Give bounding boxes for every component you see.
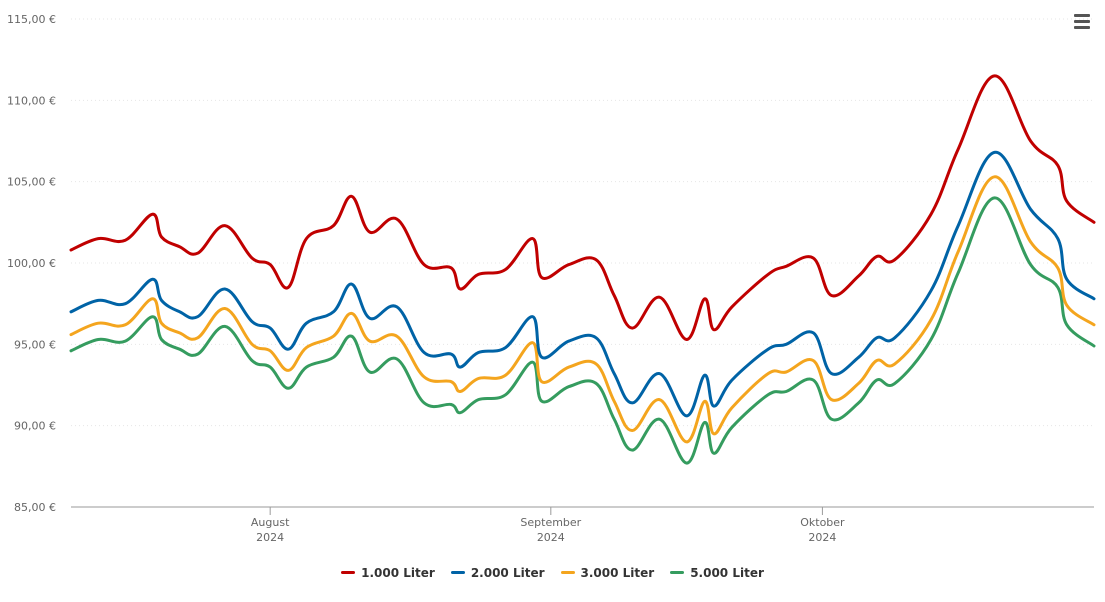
legend-swatch-icon (450, 571, 465, 574)
y-axis-labels: 85,00 € 90,00 € 95,00 € 100,00 € 105,00 € 110… (7, 13, 56, 514)
y-tick-label: 110,00 € (7, 94, 56, 107)
series-line-2000-liter[interactable] (69, 150, 1096, 418)
x-tick-month: September (520, 516, 581, 529)
legend-item-1000-liter[interactable]: 1.000 Liter (341, 566, 435, 580)
x-tick-year: 2024 (537, 531, 565, 544)
legend-label: 1.000 Liter (361, 565, 435, 580)
legend-item-5000-liter[interactable]: 5.000 Liter (670, 566, 764, 580)
x-tick-year: 2024 (808, 531, 836, 544)
y-tick-label: 95,00 € (14, 338, 56, 351)
series-line-5000-liter[interactable] (69, 196, 1096, 465)
series-line-1000-liter[interactable] (69, 74, 1096, 342)
legend-label: 2.000 Liter (470, 565, 545, 580)
legend-swatch-icon (670, 571, 685, 574)
legend: 1.000 Liter 2.000 Liter 3.000 Liter 5.000 L… (0, 563, 1105, 580)
grid-lines (71, 18, 1094, 427)
x-tick-month: August (251, 516, 290, 529)
series-lines (69, 74, 1096, 465)
y-tick-label: 100,00 € (7, 257, 56, 270)
hamburger-menu-icon[interactable] (1072, 12, 1092, 30)
series-line-3000-liter[interactable] (69, 175, 1096, 444)
y-tick-label: 90,00 € (14, 420, 56, 433)
legend-swatch-icon (560, 571, 575, 574)
line-chart: 85,00 € 90,00 € 95,00 € 100,00 € 105,00 € 110… (7, 13, 1096, 544)
y-tick-label: 105,00 € (7, 176, 56, 189)
legend-item-2000-liter[interactable]: 2.000 Liter (450, 565, 545, 580)
x-tick-month: Oktober (800, 516, 845, 529)
x-tick-year: 2024 (256, 531, 284, 544)
legend-item-3000-liter[interactable]: 3.000 Liter (560, 565, 655, 580)
x-axis: August 2024 September 2024 Oktober 2024 (71, 506, 1094, 544)
y-tick-label: 115,00 € (7, 13, 56, 26)
legend-swatch-icon (341, 571, 356, 574)
y-tick-label: 85,00 € (14, 501, 56, 514)
legend-label: 5.000 Liter (690, 565, 764, 580)
legend-label: 3.000 Liter (580, 565, 655, 580)
